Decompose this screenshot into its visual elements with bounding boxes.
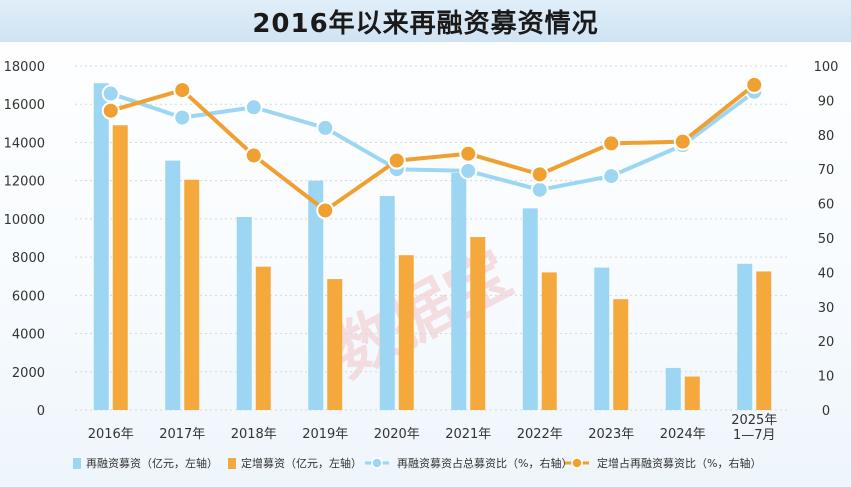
y-left-tick-label: 6000 [12, 289, 45, 304]
y-right-tick-label: 10 [818, 370, 835, 385]
refinancing-share-line [110, 90, 756, 192]
y-right-tick-label: 70 [818, 163, 835, 178]
y-right-tick-label: 80 [818, 129, 835, 144]
bar-refinancing [93, 83, 109, 410]
title-bar [0, 0, 851, 42]
legend-private-placement-share-label: 定增占再融资募资比（%，右轴） [597, 456, 761, 470]
x-tick-label: 2016年 [88, 427, 134, 442]
x-tick-label: 2023年 [588, 427, 634, 442]
bar-private-placement [184, 179, 200, 410]
y-right-tick-label: 40 [818, 266, 835, 281]
bar-refinancing [451, 173, 467, 410]
y-left-tick-label: 12000 [4, 175, 45, 190]
refinancing-share-point [244, 98, 263, 117]
y-right-tick-label: 100 [814, 60, 839, 75]
legend-refinancing-share-swatch-dot [371, 457, 383, 469]
y-left-tick-label: 8000 [12, 251, 45, 266]
x-tick-label: 2022年 [517, 427, 563, 442]
legend-refinancing-label: 再融资募资（亿元，左轴） [86, 456, 218, 470]
bar-refinancing [308, 180, 324, 410]
chart-title: 2016年以来再融资募资情况 [252, 9, 599, 39]
x-tick-label: 2025年 [731, 413, 777, 428]
legend-refinancing-swatch [73, 458, 81, 469]
bar-refinancing [737, 263, 753, 410]
private-placement-share-point [387, 151, 406, 170]
private-placement-share-point [673, 132, 692, 151]
bar-refinancing [522, 208, 538, 410]
legend-private-placement-share-swatch-dot [571, 457, 583, 469]
refinancing-share-point [173, 108, 192, 127]
legend-private-placement-label: 定增募资（亿元，左轴） [241, 456, 362, 470]
watermark-text: 数据宝 [320, 237, 524, 392]
bar-private-placement [541, 272, 557, 410]
private-placement-share-point [101, 101, 120, 120]
y-right-tick-label: 30 [818, 301, 835, 316]
legend-refinancing-share-label: 再融资募资占总募资比（%，右轴） [397, 456, 572, 470]
private-placement-share-point [173, 81, 192, 100]
private-placement-share-line [110, 83, 756, 213]
x-tick-label: 2020年 [374, 427, 420, 442]
y-right-tick-label: 90 [818, 94, 835, 109]
private-placement-share-point [316, 201, 335, 220]
private-placement-share-point [745, 75, 764, 94]
y-right-tick-label: 0 [822, 404, 830, 419]
private-placement-share-point [602, 134, 621, 153]
private-placement-share-point [244, 146, 263, 165]
y-left-tick-label: 16000 [4, 98, 45, 113]
bar-private-placement [255, 266, 271, 410]
bar-refinancing [236, 216, 252, 410]
private-placement-share-point [459, 144, 478, 163]
y-left-tick-label: 4000 [12, 328, 45, 343]
x-tick-label: 2024年 [660, 427, 706, 442]
bar-refinancing [165, 160, 181, 410]
bar-private-placement [684, 376, 700, 410]
y-left-tick-label: 0 [37, 404, 45, 419]
bar-refinancing [594, 267, 610, 410]
y-left-tick-label: 10000 [4, 213, 45, 228]
bar-refinancing [379, 195, 395, 410]
bar-private-placement [613, 299, 629, 410]
y-right-tick-label: 50 [818, 232, 835, 247]
refinancing-share-point [459, 161, 478, 180]
private-placement-share-point [530, 165, 549, 184]
x-tick-label: 2021年 [445, 427, 491, 442]
bar-private-placement [398, 255, 414, 410]
x-tick-label: 2017年 [159, 427, 205, 442]
refinancing-share-point [530, 180, 549, 199]
bar-private-placement [112, 125, 128, 410]
x-tick-label: 2018年 [231, 427, 277, 442]
bar-private-placement [470, 237, 486, 410]
x-tick-label: 2019年 [302, 427, 348, 442]
legend-private-placement-swatch [228, 458, 236, 469]
bar-private-placement [756, 271, 772, 410]
y-left-tick-label: 14000 [4, 136, 45, 151]
y-left-tick-label: 18000 [4, 60, 45, 75]
refinancing-share-point [602, 167, 621, 186]
y-right-tick-label: 60 [818, 198, 835, 213]
y-left-tick-label: 2000 [12, 366, 45, 381]
y-right-tick-label: 20 [818, 335, 835, 350]
bar-private-placement [327, 279, 343, 410]
refinancing-share-point [101, 84, 120, 103]
bar-refinancing [665, 367, 681, 410]
refinancing-share-point [316, 118, 335, 137]
x-tick-label: 1—7月 [733, 428, 776, 443]
